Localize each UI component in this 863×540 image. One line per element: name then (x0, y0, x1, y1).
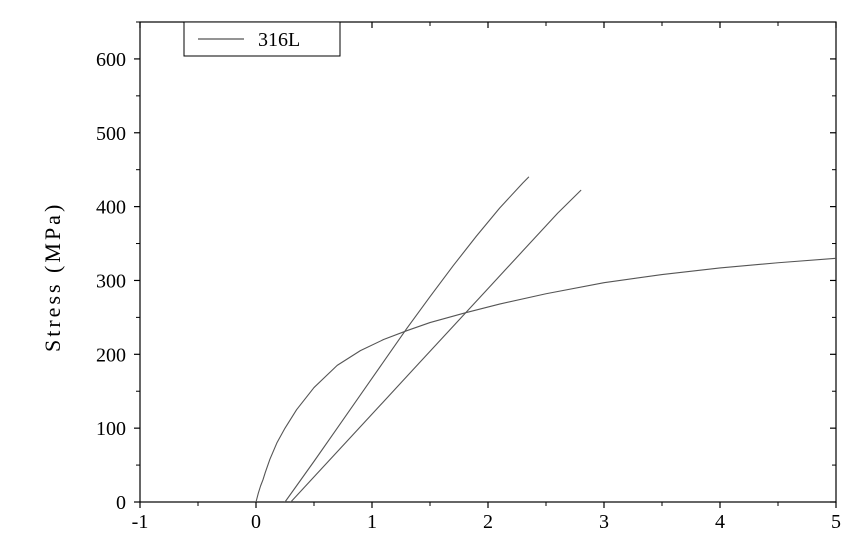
stress-chart: -1 0 1 2 3 4 5 0 100 200 300 400 500 600 316L Stress (… (0, 0, 863, 540)
y-axis-label: Stress (MPa) (40, 202, 66, 352)
y-tick-label: 500 (96, 123, 126, 145)
y-tick-label: 300 (96, 270, 126, 292)
x-tick-label: 1 (367, 511, 377, 533)
x-tick-label: 2 (483, 511, 493, 533)
x-tick-label: -1 (132, 511, 149, 533)
y-tick-label: 100 (96, 418, 126, 440)
chart-svg: -1 0 1 2 3 4 5 0 100 200 300 400 500 600 316L (0, 0, 863, 540)
y-tick-label: 0 (116, 492, 126, 514)
x-tick-label: 3 (599, 511, 609, 533)
y-tick-label: 400 (96, 197, 126, 219)
legend-label: 316L (258, 29, 300, 51)
y-tick-label: 200 (96, 344, 126, 366)
x-tick-label: 5 (831, 511, 841, 533)
x-tick-label: 4 (715, 511, 725, 533)
y-tick-label: 600 (96, 49, 126, 71)
x-tick-label: 0 (251, 511, 261, 533)
